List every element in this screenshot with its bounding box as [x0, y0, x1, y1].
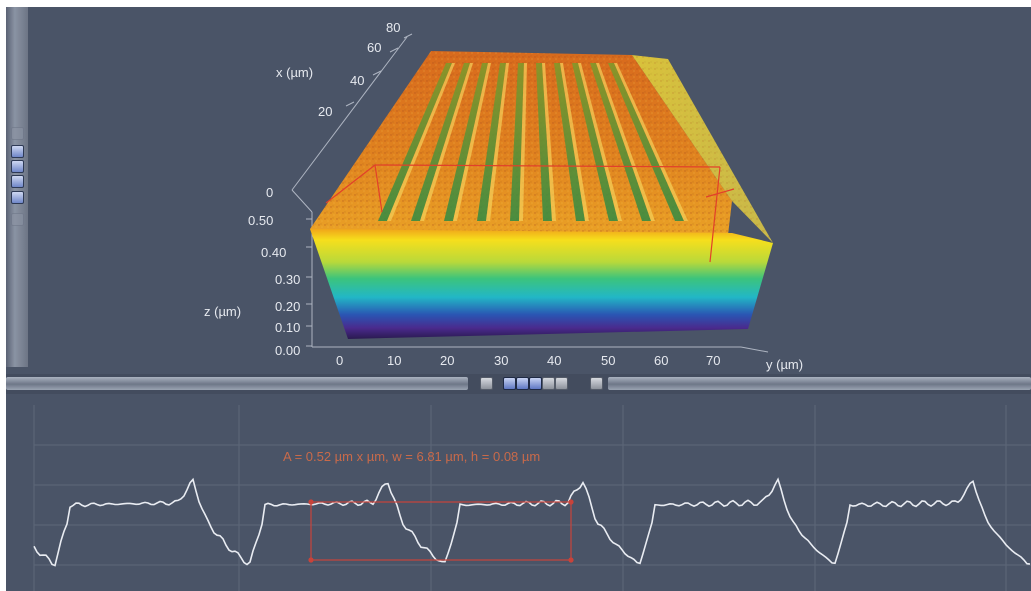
z-axis-tick: 0.30 [275, 272, 301, 287]
y-axis-tick: 60 [654, 353, 669, 368]
surface-front [310, 229, 773, 339]
y-axis-tick: 70 [706, 353, 721, 368]
surface-groove [510, 63, 524, 221]
surface-groove-ridge [519, 63, 527, 221]
surface-groove [536, 63, 552, 221]
surface-groove-ridge [420, 63, 473, 221]
x-axis-tick: 40 [350, 73, 365, 88]
profile-grid [33, 405, 1031, 591]
z-axis-tick: 0.10 [275, 320, 301, 335]
surface-groove [572, 63, 618, 221]
y-axis-tick: 30 [494, 353, 509, 368]
tool-button-rotate[interactable] [11, 145, 24, 158]
measurement-readout: A = 0.52 µm x µm, w = 6.81 µm, h = 0.08 … [283, 449, 541, 464]
toolbar-button-5[interactable] [555, 377, 568, 390]
tool-button-pan[interactable] [11, 160, 24, 173]
x-axis-tick: 20 [318, 104, 333, 119]
toolbar-button-disabled [480, 377, 493, 390]
z-axis-tick: 0.20 [275, 299, 301, 314]
surface-groove [608, 63, 684, 221]
left-tool-strip [6, 7, 28, 367]
surface-groove-ridge [486, 63, 509, 221]
view-toolbar [6, 374, 1031, 394]
x-axis-tick: 0 [266, 185, 274, 200]
surface-groove-ridge [560, 63, 589, 221]
left-scroll-track[interactable] [6, 377, 468, 390]
surface-groove [378, 63, 452, 221]
surface-groove [590, 63, 651, 221]
x-axis-tick: 80 [386, 20, 401, 35]
toolbar-button-4[interactable] [542, 377, 555, 390]
right-scroll-track[interactable] [608, 377, 1031, 390]
y-axis-title: y (µm) [766, 357, 804, 372]
y-axis-tick: 40 [547, 353, 562, 368]
section-markers [325, 164, 735, 263]
tool-button-reset[interactable] [11, 191, 24, 204]
y-axis-tick: 50 [601, 353, 616, 368]
toolbar-button-3[interactable] [529, 377, 542, 390]
surface-viewer: x (µm) 0 20 40 60 80 z (µm) 0.00 0.10 0.… [6, 7, 1031, 591]
tool-button-disabled [11, 213, 24, 226]
surface-groove [477, 63, 506, 221]
surface-groove-ridge [387, 63, 455, 221]
surface-groove [554, 63, 585, 221]
y-axis-tick: 0 [336, 353, 344, 368]
y-axis-tick: 20 [440, 353, 455, 368]
surface-groove-ridge [578, 63, 622, 221]
3d-surface-view[interactable]: x (µm) 0 20 40 60 80 z (µm) 0.00 0.10 0.… [6, 7, 1031, 375]
z-axis-tick: 0.40 [261, 245, 287, 260]
surface-groove-ridge [453, 63, 491, 221]
z-axis-title: z (µm) [204, 304, 242, 319]
surface-groove-ridge [614, 63, 688, 221]
z-axis-tick: 0.00 [275, 343, 301, 358]
profile-curve [33, 477, 1031, 567]
toolbar-button-1[interactable] [503, 377, 516, 390]
axis-frame [291, 33, 769, 353]
y-axis-tick: 10 [387, 353, 402, 368]
tool-button-zoom[interactable] [11, 175, 24, 188]
toolbar-button-disabled [590, 377, 603, 390]
toolbar-button-2[interactable] [516, 377, 529, 390]
surface-groove-ridge [596, 63, 655, 221]
tool-button-disabled [11, 127, 24, 140]
surface-groove-ridge [542, 63, 556, 221]
measurement-box[interactable] [308, 499, 574, 563]
x-axis-tick: 60 [367, 40, 382, 55]
surface-grooves [378, 63, 688, 221]
surface-groove [444, 63, 488, 221]
z-axis-tick: 0.50 [248, 213, 274, 228]
surface-groove [411, 63, 470, 221]
profile-panel[interactable]: A = 0.52 µm x µm, w = 6.81 µm, h = 0.08 … [6, 405, 1031, 591]
x-axis-title: x (µm) [276, 65, 314, 80]
